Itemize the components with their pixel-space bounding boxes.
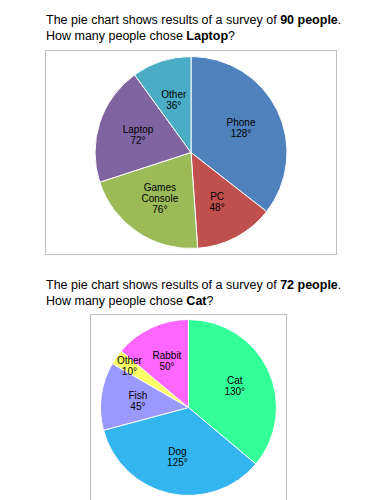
svg-text:Fish45°: Fish45° [128,390,147,412]
svg-text:Cat130°: Cat130° [224,375,245,397]
svg-text:GamesConsole76°: GamesConsole76° [142,182,179,215]
html-text:How many people chose Cat?: How many people chose Cat? [46,294,214,308]
svg-text:Dog125°: Dog125° [167,446,188,468]
svg-text:Laptop72°: Laptop72° [123,124,154,146]
svg-text:PC48°: PC48° [210,191,225,213]
html-text:How many people chose Laptop?: How many people chose Laptop? [46,29,235,43]
svg-text:Rabbit50°: Rabbit50° [152,350,181,372]
svg-text:Other10°: Other10° [117,355,143,377]
html-text:The pie chart shows results of: The pie chart shows results of a survey … [46,13,342,27]
svg-text:Other36°: Other36° [161,89,187,111]
svg-text:Phone128°: Phone128° [227,117,256,139]
html-text:The pie chart shows results of: The pie chart shows results of a survey … [46,278,342,292]
